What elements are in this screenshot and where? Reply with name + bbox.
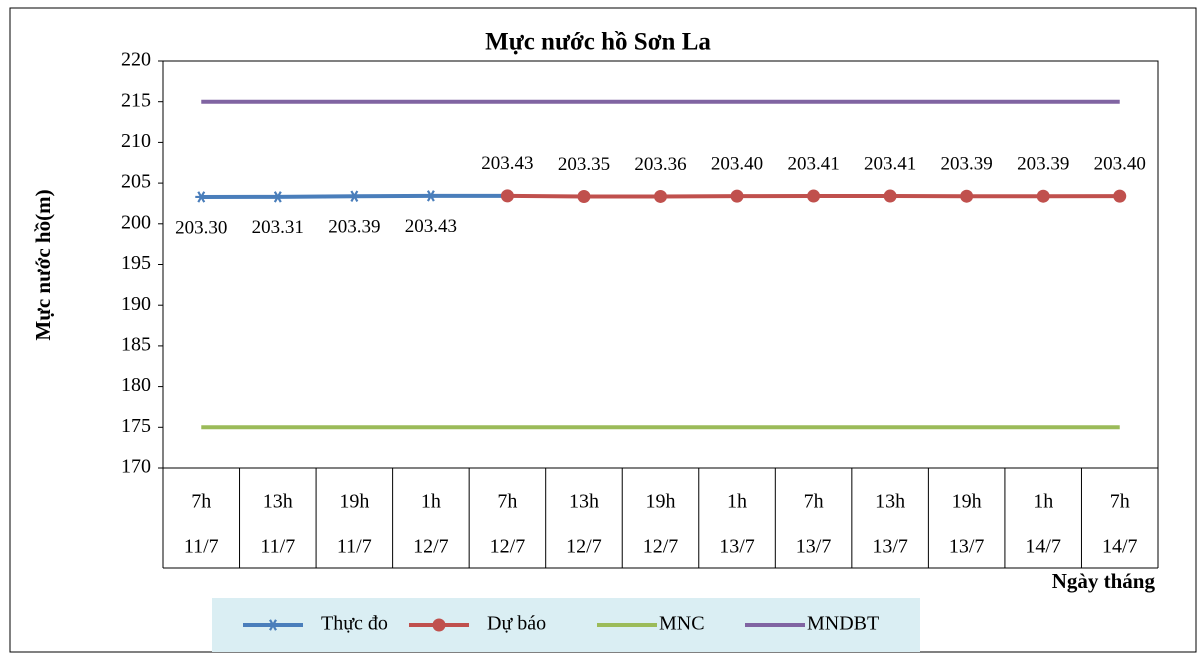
x-tick-label: 1h (1033, 491, 1053, 513)
y-tick-label: 175 (121, 415, 151, 437)
data-label: 203.39 (941, 154, 993, 175)
x-tick-label: 11/7 (184, 536, 219, 558)
y-tick-label: 215 (121, 89, 151, 111)
data-point (730, 189, 744, 203)
data-label: 203.41 (787, 153, 839, 174)
legend-label: Dự báo (487, 613, 546, 635)
data-point (1113, 189, 1127, 203)
x-tick-label: 13h (263, 491, 293, 513)
data-point (807, 189, 821, 203)
x-tick-label: 7h (191, 491, 211, 513)
data-label: 203.30 (175, 217, 227, 238)
data-label: 203.39 (1017, 154, 1069, 175)
data-label: 203.41 (864, 153, 916, 174)
data-point (883, 189, 897, 203)
x-tick-label: 13/7 (796, 536, 832, 558)
x-tick-label: 7h (804, 491, 824, 513)
plot-area (162, 60, 1159, 469)
data-point (424, 190, 437, 202)
data-label: 203.43 (481, 153, 533, 174)
y-tick-label: 195 (121, 252, 151, 274)
legend-marker (432, 618, 446, 632)
x-tick-label: 12/7 (566, 536, 602, 558)
x-tick-label: 13/7 (872, 536, 908, 558)
y-tick-label: 220 (121, 49, 151, 71)
y-tick-label: 180 (121, 374, 151, 396)
data-point (577, 190, 591, 204)
y-tick-label: 170 (121, 456, 151, 478)
data-label: 203.36 (634, 154, 686, 175)
y-tick-label: 185 (121, 333, 151, 355)
data-point (960, 189, 974, 203)
data-label: 203.43 (405, 216, 457, 237)
data-point (654, 189, 667, 203)
data-point (1036, 189, 1050, 203)
data-point (195, 191, 208, 203)
y-axis-label: Mực nước hồ(m) (31, 189, 55, 340)
x-tick-label: 7h (497, 491, 517, 513)
y-tick-label: 200 (121, 211, 151, 233)
x-tick-label: 19h (339, 491, 369, 513)
data-label: 203.35 (558, 154, 610, 175)
y-tick-label: 205 (121, 171, 151, 193)
x-tick-label: 14/7 (1102, 536, 1138, 558)
x-tick-label: 7h (1110, 491, 1130, 513)
x-tick-label: 11/7 (337, 536, 372, 558)
x-tick-label: 13/7 (949, 536, 985, 558)
x-tick-label: 12/7 (643, 536, 679, 558)
x-tick-label: 13h (569, 491, 599, 513)
legend-label: MNC (659, 613, 705, 635)
y-tick-label: 210 (121, 130, 151, 152)
legend-label: Thực đo (321, 613, 388, 635)
chart-frame (9, 7, 1197, 653)
x-tick-label: 11/7 (260, 536, 295, 558)
data-point (500, 189, 514, 203)
data-label: 203.40 (1094, 153, 1146, 174)
legend-label: MNDBT (807, 613, 879, 635)
data-label: 203.40 (711, 153, 763, 174)
x-tick-label: 14/7 (1025, 536, 1061, 558)
data-point (348, 190, 361, 202)
data-label: 203.31 (252, 217, 304, 238)
data-point (271, 191, 284, 203)
x-tick-label: 19h (952, 491, 982, 513)
x-tick-label: 13h (875, 491, 905, 513)
y-tick-label: 190 (121, 293, 151, 315)
x-tick-label: 1h (421, 491, 441, 513)
data-label: 203.39 (328, 217, 380, 238)
x-tick-label: 1h (727, 491, 747, 513)
x-tick-label: 13/7 (719, 536, 755, 558)
legend-marker (267, 619, 279, 631)
chart-title: Mực nước hồ Sơn La (485, 29, 711, 56)
x-tick-label: 12/7 (413, 536, 449, 558)
x-tick-label: 12/7 (490, 536, 526, 558)
x-tick-label: 19h (646, 491, 676, 513)
x-axis-label: Ngày tháng (1052, 569, 1156, 593)
